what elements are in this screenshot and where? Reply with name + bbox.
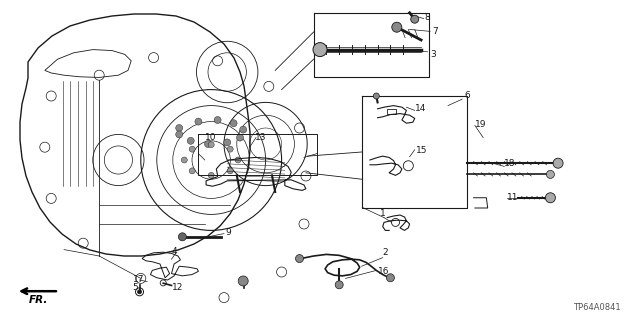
Text: 11: 11 [507,193,518,202]
Text: 1: 1 [380,209,386,218]
Circle shape [224,139,230,146]
Circle shape [205,140,211,148]
Circle shape [195,118,202,125]
Circle shape [237,134,243,141]
Circle shape [238,276,248,286]
Text: 9: 9 [225,228,231,237]
Circle shape [296,255,303,262]
Circle shape [411,15,419,23]
Circle shape [189,146,195,152]
Circle shape [179,233,186,241]
Circle shape [553,158,563,168]
Text: 3: 3 [430,50,436,59]
Circle shape [138,290,141,294]
Circle shape [227,146,233,152]
Text: 14: 14 [415,104,426,113]
Circle shape [240,126,246,133]
Text: 2: 2 [383,248,388,257]
Circle shape [547,170,554,179]
Text: TP64A0841: TP64A0841 [573,303,621,312]
Circle shape [230,120,237,127]
Circle shape [188,137,194,144]
Circle shape [227,168,233,174]
Text: 12: 12 [172,283,183,292]
Circle shape [335,281,343,289]
Text: 19: 19 [475,120,486,129]
Circle shape [373,93,380,99]
Text: 5: 5 [132,284,138,292]
Circle shape [235,157,241,163]
Circle shape [545,193,556,203]
Text: 7: 7 [432,27,438,36]
Circle shape [208,172,214,178]
Circle shape [214,116,221,124]
Text: 15: 15 [416,146,428,155]
Text: 17: 17 [133,276,145,284]
Text: FR.: FR. [29,295,48,305]
Circle shape [189,168,195,174]
Text: 13: 13 [255,133,266,142]
Circle shape [208,142,214,148]
Circle shape [313,43,327,57]
Circle shape [181,157,188,163]
Text: 16: 16 [378,267,389,276]
Circle shape [176,124,182,132]
Text: 4: 4 [172,247,177,256]
Circle shape [387,274,394,282]
Text: 6: 6 [464,92,470,100]
Circle shape [392,22,402,32]
Text: 10: 10 [205,133,216,142]
Text: 18: 18 [504,159,516,168]
Circle shape [176,131,182,138]
Text: 8: 8 [424,13,430,22]
